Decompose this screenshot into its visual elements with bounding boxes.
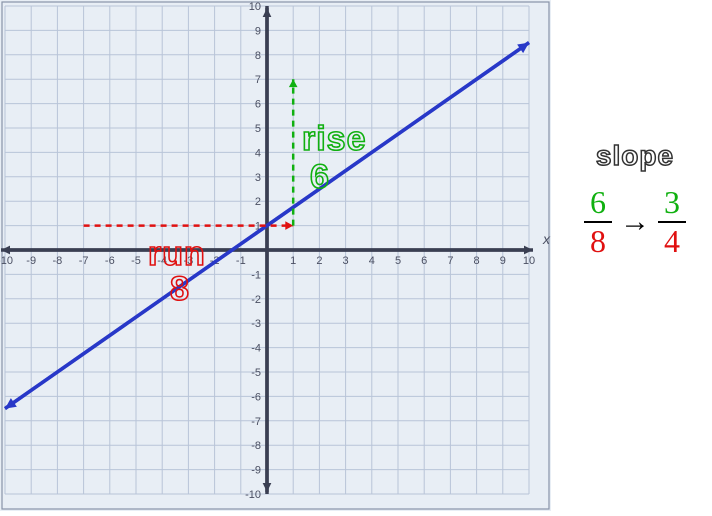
svg-text:9: 9: [500, 255, 506, 267]
svg-text:6: 6: [310, 158, 330, 196]
svg-text:-2: -2: [251, 294, 261, 306]
svg-text:-1: -1: [236, 255, 246, 267]
svg-text:-10: -10: [0, 255, 13, 267]
svg-text:10: 10: [523, 255, 535, 267]
svg-text:10: 10: [249, 1, 261, 13]
svg-text:-7: -7: [79, 255, 89, 267]
svg-text:-6: -6: [251, 391, 261, 403]
svg-text:2: 2: [255, 196, 261, 208]
svg-text:3: 3: [255, 172, 261, 184]
svg-text:-9: -9: [26, 255, 36, 267]
svg-text:-4: -4: [251, 343, 261, 355]
svg-text:6: 6: [255, 99, 261, 111]
svg-text:-10: -10: [245, 489, 261, 501]
svg-text:run: run: [148, 235, 206, 273]
svg-text:6: 6: [421, 255, 427, 267]
frac1-denominator: 8: [584, 223, 612, 260]
svg-text:1: 1: [290, 255, 296, 267]
svg-text:7: 7: [255, 74, 261, 86]
simplify-arrow: →: [620, 205, 650, 239]
slope-panel: slope 6 8 → 3 4: [560, 140, 710, 320]
slope-equation: 6 8 → 3 4: [560, 184, 710, 260]
svg-text:-9: -9: [251, 465, 261, 477]
svg-text:8: 8: [474, 255, 480, 267]
frac2-denominator: 4: [658, 223, 686, 260]
svg-text:-6: -6: [105, 255, 115, 267]
svg-text:2: 2: [316, 255, 322, 267]
svg-text:-8: -8: [251, 440, 261, 452]
graph-svg: -10 -9 -8 -7 -6 -5 -4 -3 -2 -1 1 2 3 4 5 6 7 8 9 10 -10 -9 -8 -…: [0, 0, 551, 511]
svg-text:rise: rise: [302, 120, 367, 158]
coordinate-graph: -10 -9 -8 -7 -6 -5 -4 -3 -2 -1 1 2 3 4 5 6 7 8 9 10 -10 -9 -8 -…: [0, 0, 551, 511]
svg-text:3: 3: [343, 255, 349, 267]
frac1-numerator: 6: [584, 184, 612, 223]
svg-text:9: 9: [255, 25, 261, 37]
slope-title: slope: [560, 140, 710, 172]
svg-text:4: 4: [255, 147, 261, 159]
svg-text:-5: -5: [251, 367, 261, 379]
svg-text:-8: -8: [53, 255, 63, 267]
svg-text:-7: -7: [251, 416, 261, 428]
svg-text:5: 5: [395, 255, 401, 267]
fraction-unsimplified: 6 8: [584, 184, 612, 260]
svg-text:7: 7: [447, 255, 453, 267]
svg-text:8: 8: [255, 50, 261, 62]
svg-text:5: 5: [255, 123, 261, 135]
frac2-numerator: 3: [658, 184, 686, 223]
fraction-simplified: 3 4: [658, 184, 686, 260]
svg-text:-3: -3: [251, 318, 261, 330]
svg-text:4: 4: [369, 255, 375, 267]
svg-text:-5: -5: [131, 255, 141, 267]
svg-text:8: 8: [170, 270, 190, 308]
svg-text:x: x: [542, 231, 551, 247]
svg-text:-1: -1: [251, 269, 261, 281]
